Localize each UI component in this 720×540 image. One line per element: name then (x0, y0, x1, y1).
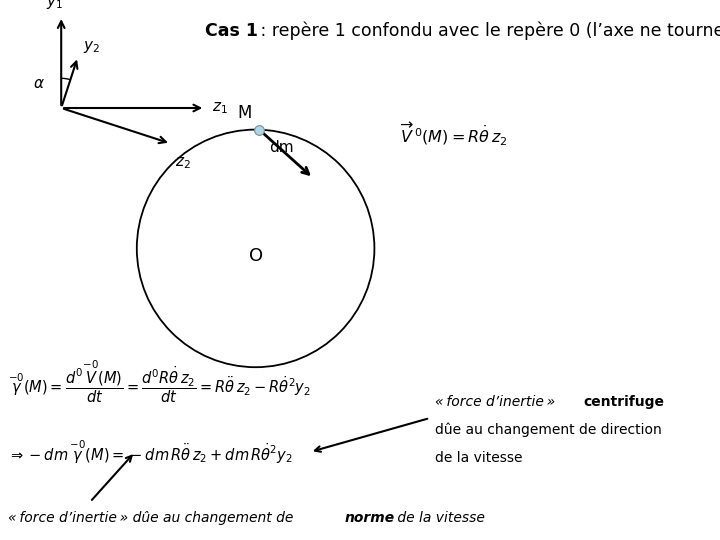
Text: $\overrightarrow{V}^{\;0}(M) = R\dot{\theta}\,z_2$: $\overrightarrow{V}^{\;0}(M) = R\dot{\th… (400, 121, 508, 148)
Text: de la vitesse: de la vitesse (435, 451, 523, 465)
Text: $y_2$: $y_2$ (83, 39, 100, 55)
Text: de la vitesse: de la vitesse (393, 511, 485, 525)
Text: dm: dm (269, 140, 294, 154)
Text: M: M (238, 104, 252, 122)
Text: : repère 1 confondu avec le repère 0 (l’axe ne tourne pas): : repère 1 confondu avec le repère 0 (l’… (255, 22, 720, 40)
Text: $\Rightarrow -dm\,\overset{-0}{\gamma}(M) = -dm\,R\ddot{\theta}\,z_2 + dm\,R\dot: $\Rightarrow -dm\,\overset{-0}{\gamma}(M… (8, 438, 293, 465)
Text: $z_2$: $z_2$ (175, 156, 191, 171)
Text: « force d’inertie » dûe au changement de: « force d’inertie » dûe au changement de (8, 511, 298, 525)
Text: $\overset{-0}{\gamma}(M) = \dfrac{d^0\overset{-0}{V}(M)}{dt} = \dfrac{d^0R\dot{\: $\overset{-0}{\gamma}(M) = \dfrac{d^0\ov… (8, 359, 311, 406)
Text: $y_1$: $y_1$ (45, 0, 63, 11)
Text: $\alpha$: $\alpha$ (33, 76, 45, 91)
Text: dûe au changement de direction: dûe au changement de direction (435, 423, 662, 437)
Text: « force d’inertie »: « force d’inertie » (435, 395, 559, 409)
Text: norme: norme (345, 511, 395, 525)
Text: $z_1$: $z_1$ (212, 100, 228, 116)
Text: Cas 1: Cas 1 (205, 22, 258, 40)
Text: centrifuge: centrifuge (583, 395, 664, 409)
Text: O: O (248, 247, 263, 265)
